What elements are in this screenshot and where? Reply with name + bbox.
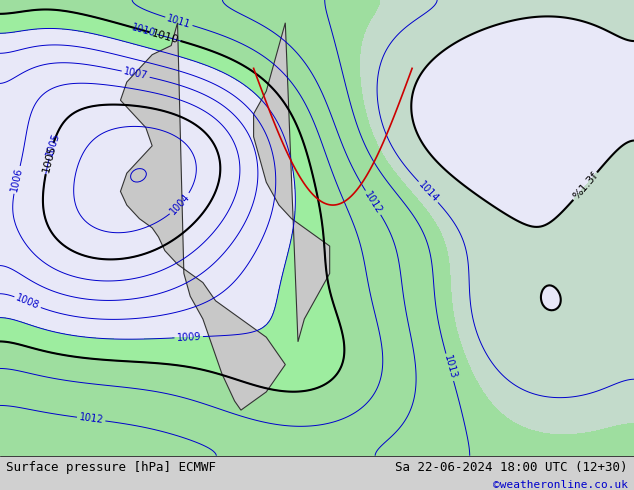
Text: 1004: 1004 — [168, 192, 192, 217]
Text: 1012: 1012 — [79, 413, 104, 426]
Polygon shape — [120, 23, 285, 410]
Text: 1010: 1010 — [150, 28, 180, 45]
Text: 1011: 1011 — [165, 13, 192, 30]
Text: 1008: 1008 — [15, 293, 41, 312]
Text: 1007: 1007 — [122, 67, 149, 82]
Text: ©weatheronline.co.uk: ©weatheronline.co.uk — [493, 480, 628, 490]
Text: 1013: 1013 — [442, 354, 458, 380]
Text: 1014: 1014 — [417, 180, 441, 204]
Text: %1.3f: %1.3f — [571, 171, 600, 201]
Text: 1006: 1006 — [10, 167, 25, 193]
Text: 1010: 1010 — [130, 23, 157, 39]
Text: 1009: 1009 — [176, 332, 201, 343]
Text: Sa 22-06-2024 18:00 UTC (12+30): Sa 22-06-2024 18:00 UTC (12+30) — [395, 461, 628, 474]
Text: 1012: 1012 — [362, 190, 384, 216]
Text: 1005: 1005 — [41, 144, 58, 173]
Polygon shape — [254, 23, 330, 342]
Text: Surface pressure [hPa] ECMWF: Surface pressure [hPa] ECMWF — [6, 461, 216, 474]
Text: 1005: 1005 — [44, 131, 61, 158]
